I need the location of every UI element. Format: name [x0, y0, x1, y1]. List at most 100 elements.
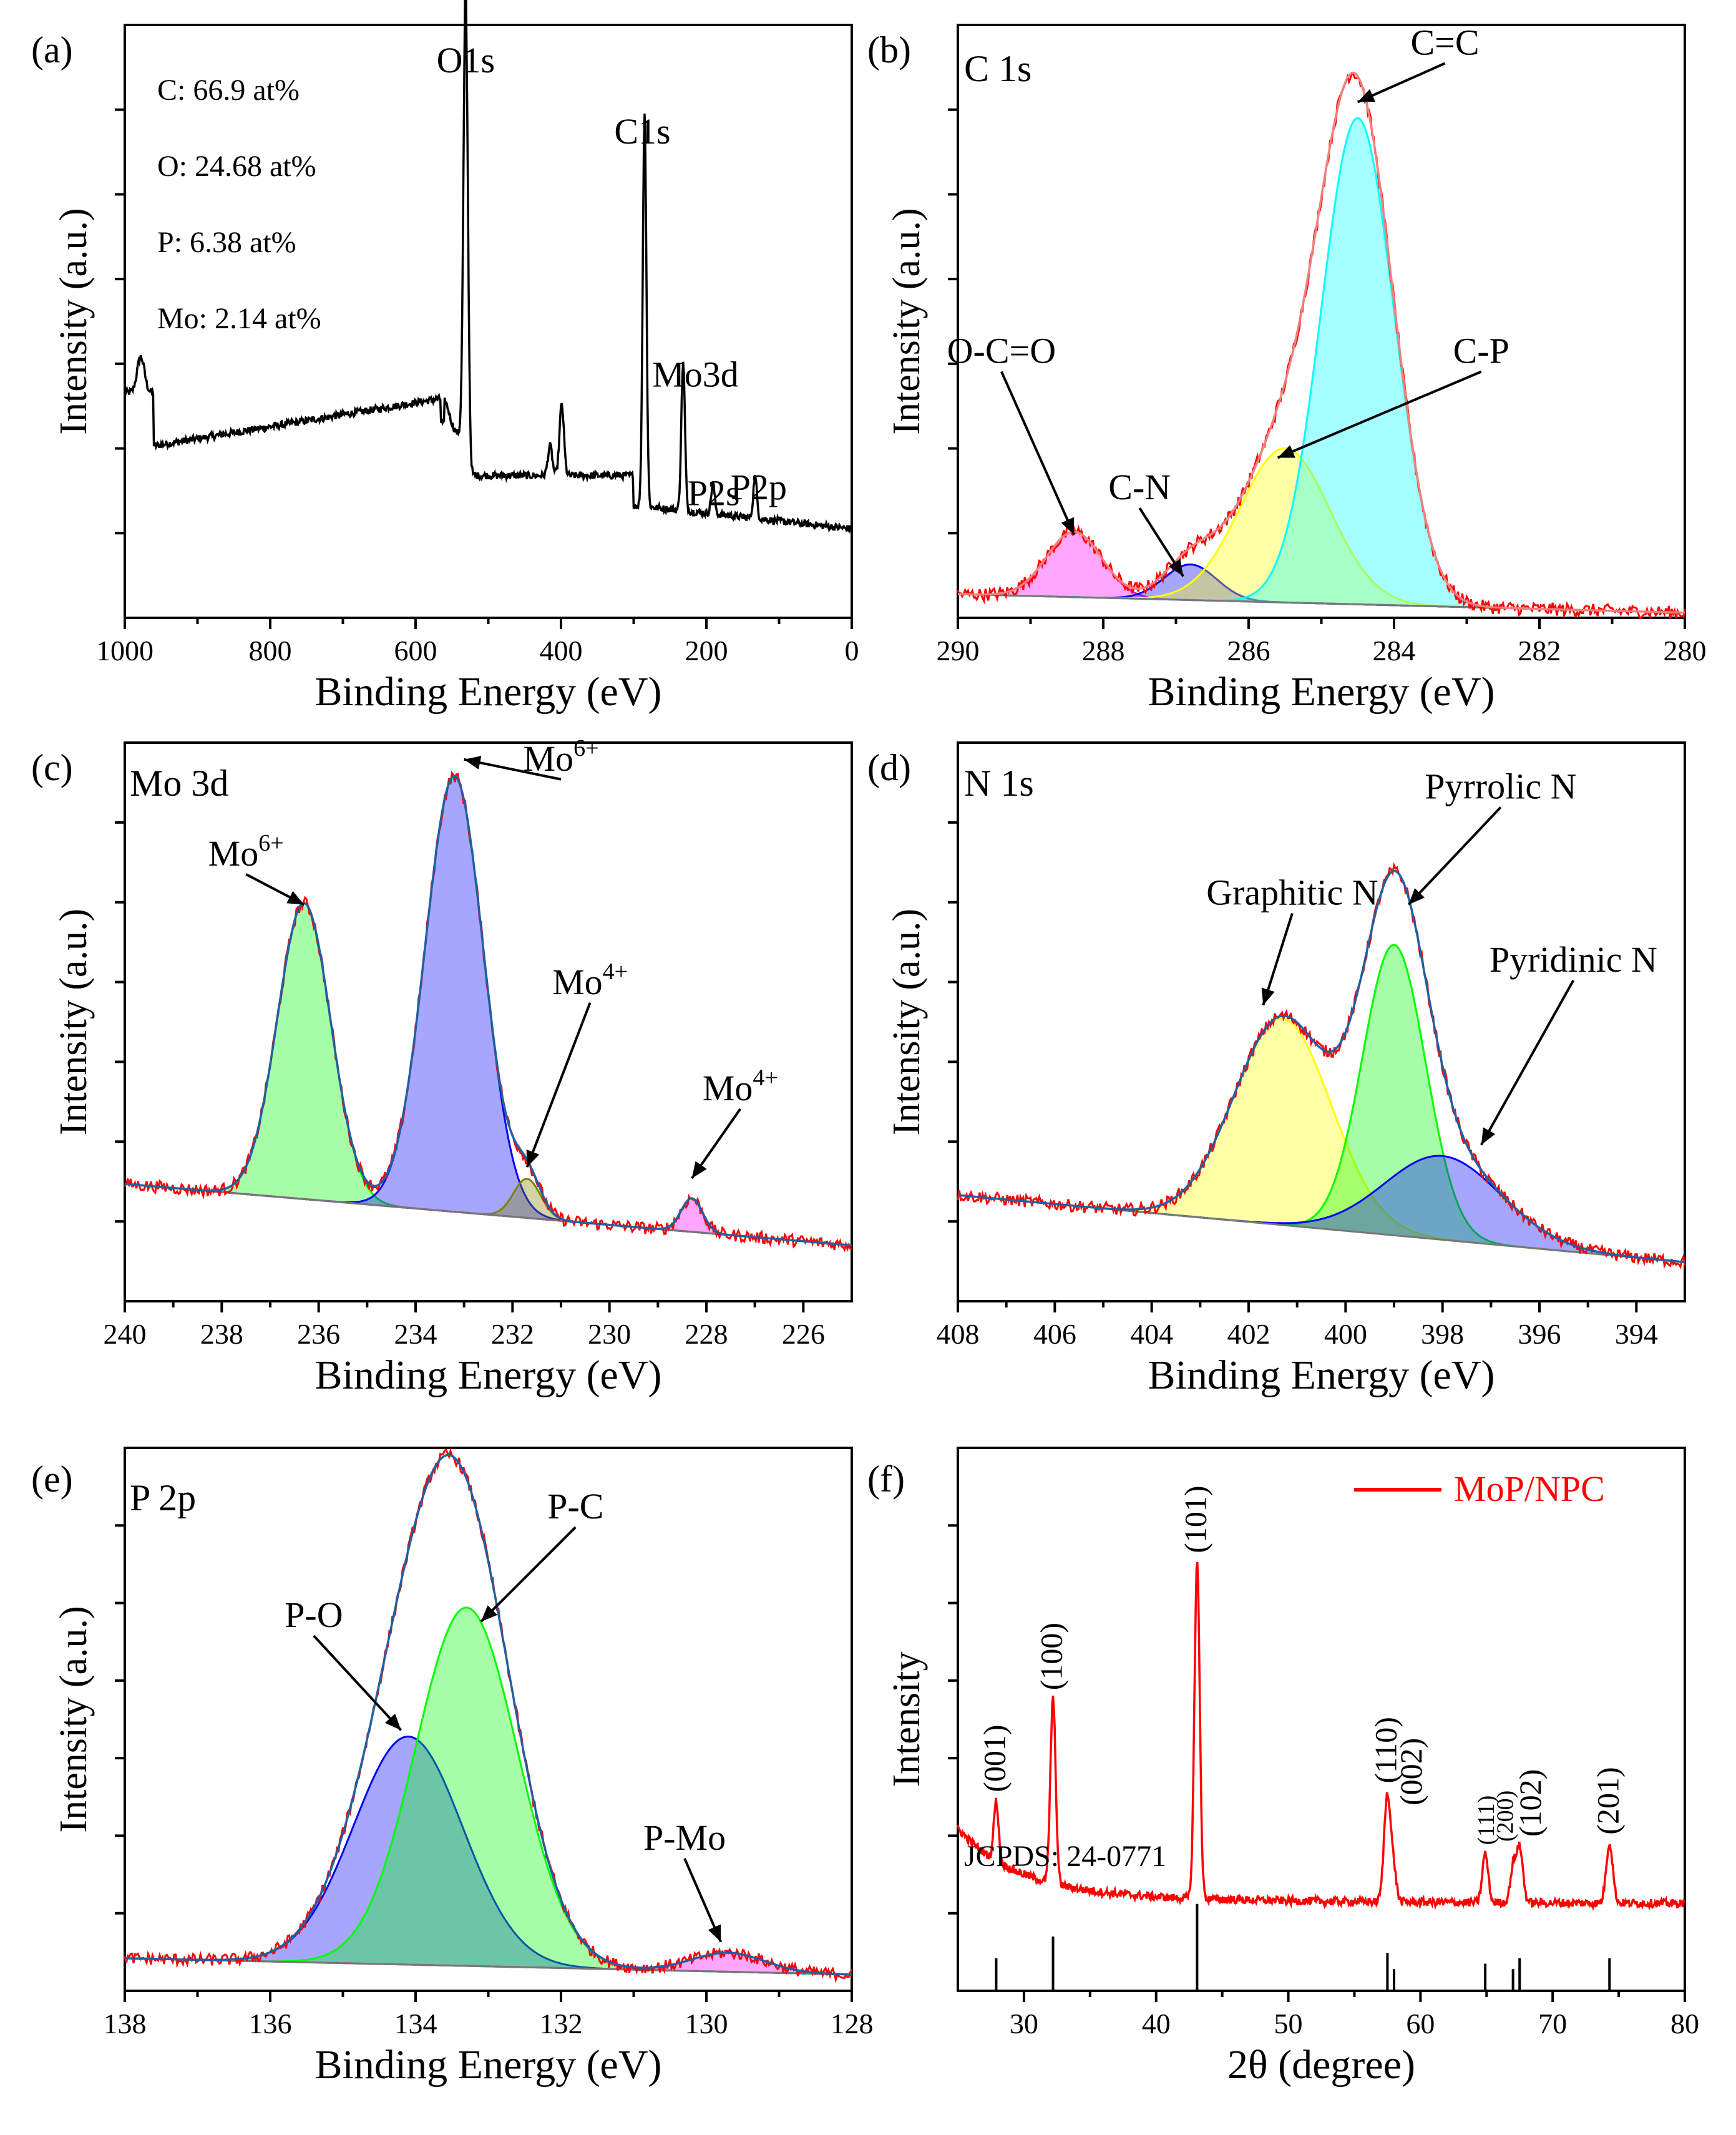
- peak-annotation-2: Mo4+: [552, 959, 628, 1002]
- panel-title-c: Mo 3d: [130, 763, 228, 804]
- peak-annotation-2: P-Mo: [643, 1817, 726, 1858]
- peak-annotation-0: Mo6+: [208, 830, 284, 874]
- peak-annotation-3: Mo4+: [703, 1065, 778, 1108]
- peak-annotation-2-arrowhead: [708, 1924, 721, 1942]
- x-axis-label: Binding Energy (eV): [315, 2042, 661, 2088]
- panel-title-e: P 2p: [130, 1477, 196, 1518]
- peak-annotation-3-arrow: [1000, 371, 1076, 535]
- component-fill-1: [125, 1607, 852, 1975]
- plot-frame-f: [957, 1447, 1686, 1992]
- component-fill-3: [958, 118, 1685, 613]
- x-tick-label: 400: [1324, 1318, 1367, 1350]
- x-tick-label: 394: [1615, 1318, 1658, 1350]
- x-tick-label: 286: [1227, 635, 1270, 667]
- x-axis-label: Binding Energy (eV): [1148, 1352, 1495, 1398]
- fit-envelope-line: [958, 71, 1685, 614]
- x-tick-label: 290: [937, 635, 980, 667]
- peak-label-4: P2p: [731, 467, 787, 507]
- miller-index-2: (101): [1178, 1485, 1212, 1553]
- x-tick-label: 1000: [96, 635, 154, 667]
- panel-title-d: N 1s: [964, 763, 1034, 804]
- baseline: [124, 1957, 852, 1976]
- peak-annotation-2-arrowhead: [1168, 559, 1184, 577]
- miller-index-8: (201): [1590, 1767, 1625, 1834]
- panel-label-a: (a): [31, 29, 73, 71]
- panel-title-b: C 1s: [964, 48, 1031, 89]
- peak-label-1: C1s: [614, 111, 670, 152]
- x-tick-label: 240: [104, 1318, 147, 1350]
- peak-annotation-0: Graphitic N: [1206, 872, 1378, 913]
- x-tick-label: 0: [845, 635, 859, 667]
- x-tick-label: 228: [685, 1318, 728, 1350]
- x-tick-label: 232: [491, 1318, 534, 1350]
- miller-index-0: (001): [977, 1724, 1012, 1792]
- miller-index-3: (110): [1368, 1717, 1403, 1783]
- panel-f: 30 40 50 60 70 80 2θ (degree) Intensity (f) JCPDS…: [867, 1447, 1699, 2088]
- x-tick-label: 234: [394, 1318, 437, 1350]
- peak-annotation-0-arrow: [480, 1526, 577, 1623]
- panel-c: 240 238 236 234 232 230 228 226 Binding Energy (…: [31, 735, 853, 1398]
- peak-annotation-1-arrow: [1277, 370, 1482, 459]
- fit-envelope-line: [124, 774, 852, 1247]
- x-tick-label: 404: [1130, 1318, 1173, 1350]
- component-fill-2: [958, 1156, 1685, 1263]
- panel-d: 408 406 404 402 400 398 396 394 Binding Energy (…: [867, 741, 1686, 1398]
- x-tick-label: 600: [394, 635, 437, 667]
- y-axis-label: Intensity: [885, 1652, 928, 1787]
- peak-annotation-2: Pyridinic N: [1490, 939, 1657, 980]
- legend-label: MoP/NPC: [1454, 1468, 1605, 1509]
- peak-annotation-1: Mo6+: [523, 735, 598, 779]
- peak-annotation-1-arrowhead: [1277, 445, 1295, 458]
- x-axis-label: 2θ (degree): [1227, 2042, 1415, 2088]
- peak-annotation-2: C-N: [1108, 467, 1171, 507]
- x-tick-label: 398: [1421, 1318, 1464, 1350]
- peak-annotation-1: Pyrrolic N: [1425, 766, 1576, 807]
- component-fill-0: [125, 1736, 852, 1975]
- peak-annotation-1-arrowhead: [1408, 888, 1425, 905]
- x-tick-label: 134: [394, 2008, 437, 2040]
- peak-annotation-1: P-O: [285, 1595, 343, 1635]
- x-tick-label: 30: [1010, 2008, 1038, 2040]
- composition-text-0: C: 66.9 at%: [157, 74, 300, 107]
- x-tick-label: 284: [1373, 635, 1416, 667]
- peak-annotation-1-arrowhead: [464, 756, 482, 769]
- peak-annotation-1-arrow: [1407, 806, 1502, 906]
- peak-annotation-0-arrowhead: [480, 1605, 498, 1622]
- fit-envelope-line: [124, 1453, 852, 1976]
- plot-frame-c: [124, 741, 853, 1302]
- x-tick-label: 236: [297, 1318, 340, 1350]
- y-axis-label: Intensity (a.u.): [885, 208, 928, 434]
- x-tick-label: 132: [540, 2008, 583, 2040]
- x-axis-label: Binding Energy (eV): [315, 1352, 661, 1398]
- composition-text-2: P: 6.38 at%: [157, 226, 296, 259]
- x-tick-label: 70: [1538, 2008, 1567, 2040]
- x-tick-label: 288: [1082, 635, 1125, 667]
- x-tick-label: 280: [1664, 635, 1707, 667]
- miller-index-7: (102): [1513, 1769, 1548, 1837]
- peak-annotation-1: C-P: [1453, 331, 1509, 371]
- component-fill-1: [125, 776, 852, 1246]
- y-axis-label: Intensity (a.u.): [52, 1606, 95, 1832]
- x-tick-label: 230: [588, 1318, 631, 1350]
- panel-label-e: (e): [31, 1458, 73, 1500]
- peak-annotation-3-arrowhead: [1061, 517, 1075, 535]
- y-axis-label: Intensity (a.u.): [885, 909, 928, 1135]
- peak-annotation-0-arrowhead: [1261, 987, 1275, 1005]
- x-tick-label: 40: [1142, 2008, 1171, 2040]
- panel-label-c: (c): [31, 747, 73, 788]
- peak-annotation-3-arrowhead: [691, 1161, 707, 1179]
- peak-annotation-3: O-C=O: [947, 331, 1056, 371]
- x-tick-label: 50: [1274, 2008, 1303, 2040]
- x-tick-label: 402: [1227, 1318, 1270, 1350]
- x-tick-label: 400: [540, 635, 583, 667]
- x-tick-label: 238: [200, 1318, 243, 1350]
- peak-annotation-1-arrow: [464, 758, 562, 781]
- peak-annotation-1-arrow: [313, 1634, 402, 1731]
- plot-frame-d: [957, 741, 1686, 1302]
- peak-annotation-2-arrowhead: [526, 1149, 540, 1168]
- miller-index-6: (200): [1493, 1791, 1519, 1842]
- y-axis-label: Intensity (a.u.): [52, 909, 95, 1135]
- x-tick-label: 282: [1518, 635, 1561, 667]
- composition-text-1: O: 24.68 at%: [157, 150, 316, 183]
- x-tick-label: 396: [1518, 1318, 1561, 1350]
